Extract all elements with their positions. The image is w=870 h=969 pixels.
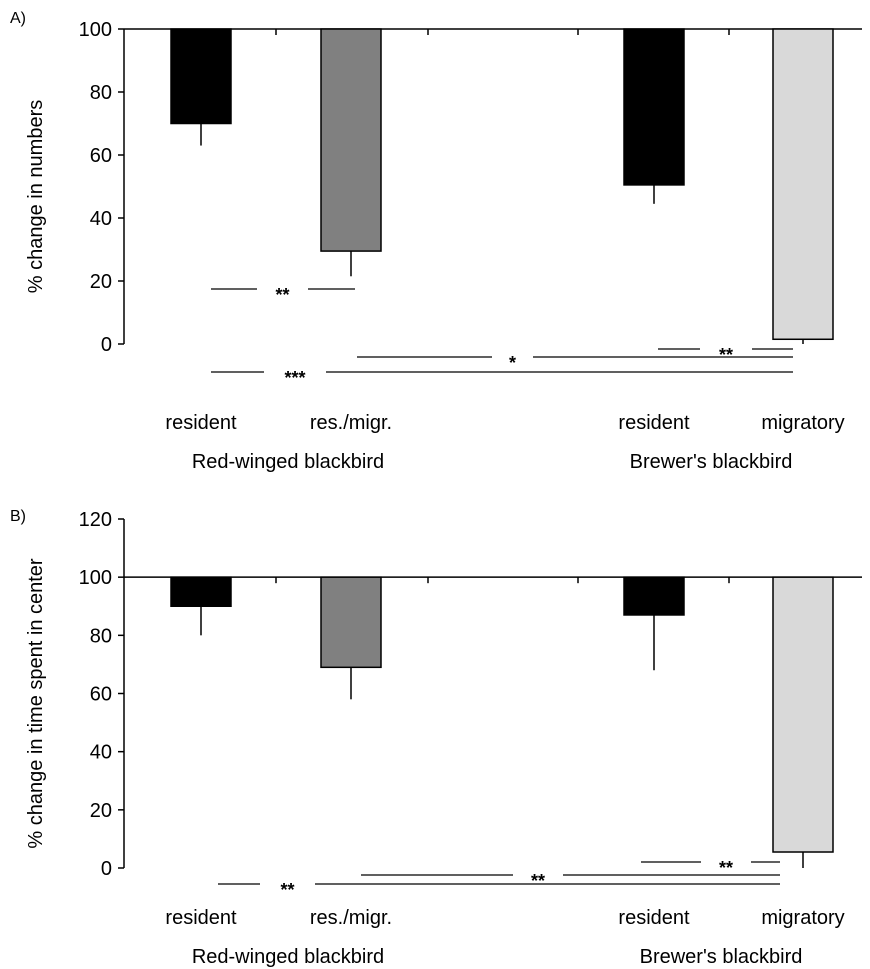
x-tick-label: resident <box>165 412 237 434</box>
group-label: Red-winged blackbird <box>192 451 384 473</box>
bar <box>772 28 834 341</box>
group-label: Brewer's blackbird <box>640 946 803 968</box>
bar <box>320 28 382 252</box>
y-tick-label: 80 <box>90 625 112 647</box>
panel-label: B) <box>10 508 26 525</box>
y-tick-label: 120 <box>79 509 112 531</box>
y-tick-label: 80 <box>90 82 112 104</box>
bar <box>772 576 834 853</box>
x-tick-label: res./migr. <box>310 907 392 929</box>
x-tick-label: resident <box>165 907 237 929</box>
significance-label: *** <box>284 368 305 388</box>
x-tick-label: res./migr. <box>310 412 392 434</box>
y-axis-title: % change in time spent in center <box>25 558 47 849</box>
y-tick-label: 40 <box>90 208 112 230</box>
x-tick-label: resident <box>618 907 690 929</box>
group-label: Brewer's blackbird <box>630 451 793 473</box>
y-tick-label: 20 <box>90 800 112 822</box>
significance-label: ** <box>719 345 733 365</box>
significance-label: ** <box>531 871 545 891</box>
y-tick-label: 100 <box>79 19 112 41</box>
y-tick-label: 100 <box>79 567 112 589</box>
bar <box>170 28 232 125</box>
bar <box>170 576 232 608</box>
group-label: Red-winged blackbird <box>192 946 384 968</box>
x-tick-label: migratory <box>761 412 844 434</box>
y-tick-label: 0 <box>101 334 112 356</box>
y-axis-title: % change in numbers <box>25 100 47 293</box>
y-tick-label: 60 <box>90 684 112 706</box>
y-tick-label: 20 <box>90 271 112 293</box>
bar <box>320 576 382 669</box>
y-tick-label: 60 <box>90 145 112 167</box>
bar <box>623 576 685 616</box>
significance-label: ** <box>275 285 289 305</box>
significance-label: ** <box>280 880 294 900</box>
bar <box>623 28 685 186</box>
significance-label: * <box>509 353 516 373</box>
y-tick-label: 40 <box>90 742 112 764</box>
panel-label: A) <box>10 10 26 27</box>
x-tick-label: migratory <box>761 907 844 929</box>
y-tick-label: 0 <box>101 858 112 880</box>
x-tick-label: resident <box>618 412 690 434</box>
significance-label: ** <box>719 858 733 878</box>
